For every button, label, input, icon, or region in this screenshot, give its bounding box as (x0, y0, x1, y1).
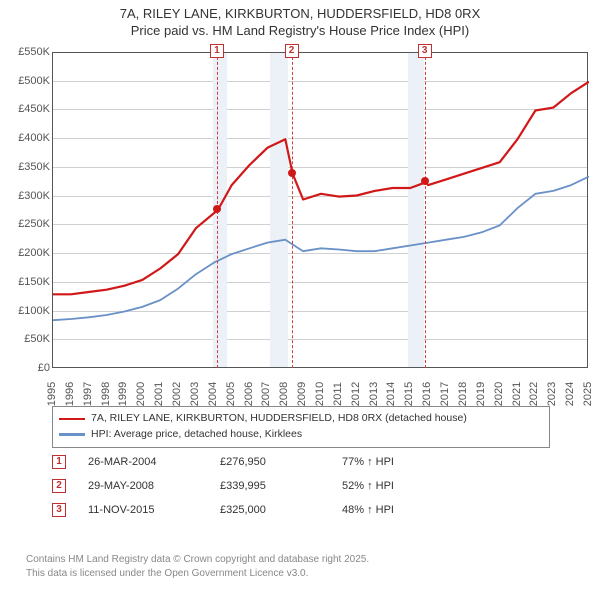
y-tick-label: £450K (10, 103, 50, 115)
y-tick-label: £200K (10, 247, 50, 259)
x-tick-label: 2001 (153, 382, 165, 406)
y-tick-label: £100K (10, 305, 50, 317)
event-number-icon: 1 (52, 455, 66, 469)
x-tick-label: 2003 (189, 382, 201, 406)
y-tick-label: £300K (10, 190, 50, 202)
attribution: Contains HM Land Registry data © Crown c… (26, 553, 369, 580)
line-series-svg (53, 53, 589, 369)
events-table: 1 26-MAR-2004 £276,950 77% ↑ HPI 2 29-MA… (52, 450, 442, 522)
x-tick-label: 2007 (260, 382, 272, 406)
attribution-line-1: Contains HM Land Registry data © Crown c… (26, 553, 369, 567)
event-marker-box: 2 (285, 44, 299, 58)
x-tick-label: 2005 (225, 382, 237, 406)
x-tick-label: 1999 (117, 382, 129, 406)
title-line-2: Price paid vs. HM Land Registry's House … (0, 23, 600, 40)
event-row: 3 11-NOV-2015 £325,000 48% ↑ HPI (52, 498, 442, 522)
x-tick-label: 2024 (564, 382, 576, 406)
y-tick-label: £500K (10, 75, 50, 87)
event-date: 29-MAY-2008 (88, 480, 198, 492)
y-tick-label: £350K (10, 161, 50, 173)
chart-area: £0 £50K £100K £150K £200K £250K £300K £350K £400… (10, 50, 590, 400)
price-marker-icon (421, 177, 429, 185)
x-tick-label: 2010 (314, 382, 326, 406)
event-price: £339,995 (220, 480, 320, 492)
x-tick-label: 1996 (64, 382, 76, 406)
legend-label: 7A, RILEY LANE, KIRKBURTON, HUDDERSFIELD… (91, 411, 467, 427)
legend-swatch (59, 433, 85, 436)
x-tick-label: 2000 (135, 382, 147, 406)
plot-border (52, 52, 588, 368)
event-hpi: 77% ↑ HPI (342, 456, 442, 468)
x-tick-label: 1995 (46, 382, 58, 406)
event-price: £325,000 (220, 504, 320, 516)
event-hpi: 48% ↑ HPI (342, 504, 442, 516)
x-tick-label: 1997 (82, 382, 94, 406)
x-tick-label: 2008 (278, 382, 290, 406)
event-marker-box: 3 (418, 44, 432, 58)
event-date: 26-MAR-2004 (88, 456, 198, 468)
x-tick-label: 2016 (421, 382, 433, 406)
y-tick-label: £50K (10, 333, 50, 345)
y-tick-label: £400K (10, 132, 50, 144)
price-marker-icon (213, 205, 221, 213)
x-tick-label: 2019 (475, 382, 487, 406)
x-tick-label: 2021 (511, 382, 523, 406)
x-tick-label: 2011 (332, 382, 344, 406)
legend-item: HPI: Average price, detached house, Kirk… (59, 427, 543, 443)
y-tick-label: £0 (10, 362, 50, 374)
x-tick-label: 2023 (546, 382, 558, 406)
series-line-hpi (53, 177, 589, 321)
event-date: 11-NOV-2015 (88, 504, 198, 516)
event-number-icon: 3 (52, 503, 66, 517)
x-tick-label: 2006 (243, 382, 255, 406)
legend-swatch (59, 418, 85, 421)
x-tick-label: 2004 (207, 382, 219, 406)
x-tick-label: 2002 (171, 382, 183, 406)
legend-item: 7A, RILEY LANE, KIRKBURTON, HUDDERSFIELD… (59, 411, 543, 427)
x-tick-label: 2009 (296, 382, 308, 406)
attribution-line-2: This data is licensed under the Open Gov… (26, 567, 369, 581)
chart-title-block: 7A, RILEY LANE, KIRKBURTON, HUDDERSFIELD… (0, 0, 600, 40)
x-tick-label: 2012 (350, 382, 362, 406)
event-marker-box: 1 (210, 44, 224, 58)
x-tick-label: 2020 (493, 382, 505, 406)
event-price: £276,950 (220, 456, 320, 468)
title-line-1: 7A, RILEY LANE, KIRKBURTON, HUDDERSFIELD… (0, 6, 600, 23)
event-hpi: 52% ↑ HPI (342, 480, 442, 492)
event-number-icon: 2 (52, 479, 66, 493)
y-tick-label: £550K (10, 46, 50, 58)
legend: 7A, RILEY LANE, KIRKBURTON, HUDDERSFIELD… (52, 406, 550, 448)
x-tick-label: 2015 (403, 382, 415, 406)
x-tick-label: 2025 (582, 382, 594, 406)
y-tick-label: £250K (10, 218, 50, 230)
y-tick-label: £150K (10, 276, 50, 288)
x-tick-label: 2014 (385, 382, 397, 406)
event-row: 1 26-MAR-2004 £276,950 77% ↑ HPI (52, 450, 442, 474)
x-tick-label: 2018 (457, 382, 469, 406)
x-tick-label: 1998 (100, 382, 112, 406)
price-marker-icon (288, 169, 296, 177)
event-row: 2 29-MAY-2008 £339,995 52% ↑ HPI (52, 474, 442, 498)
x-tick-label: 2022 (528, 382, 540, 406)
x-tick-label: 2013 (368, 382, 380, 406)
series-line-price_paid (53, 82, 589, 295)
legend-label: HPI: Average price, detached house, Kirk… (91, 427, 302, 443)
x-tick-label: 2017 (439, 382, 451, 406)
